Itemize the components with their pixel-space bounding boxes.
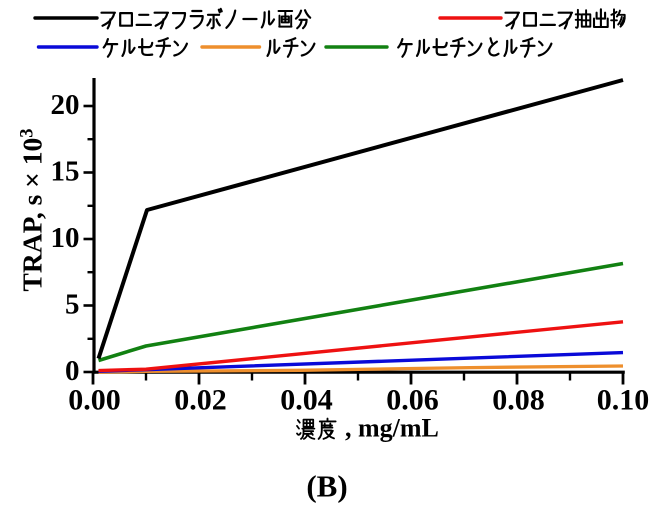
svg-text:0: 0 [65, 355, 80, 387]
svg-text:(B): (B) [306, 469, 347, 504]
svg-text:0.10: 0.10 [597, 384, 650, 417]
svg-text:10: 10 [51, 222, 80, 254]
svg-text:0.08: 0.08 [492, 384, 545, 417]
svg-text:5: 5 [65, 289, 80, 321]
svg-text:0.02: 0.02 [174, 384, 227, 417]
svg-text:15: 15 [51, 156, 80, 188]
svg-text:TRAP, s × 103: TRAP, s × 103 [17, 129, 48, 292]
svg-text:, mg/mL: , mg/mL [339, 414, 439, 443]
svg-text:0.00: 0.00 [68, 384, 121, 417]
svg-text:0.04: 0.04 [280, 384, 333, 417]
svg-text:20: 20 [51, 89, 80, 121]
svg-text:0.06: 0.06 [386, 384, 439, 417]
